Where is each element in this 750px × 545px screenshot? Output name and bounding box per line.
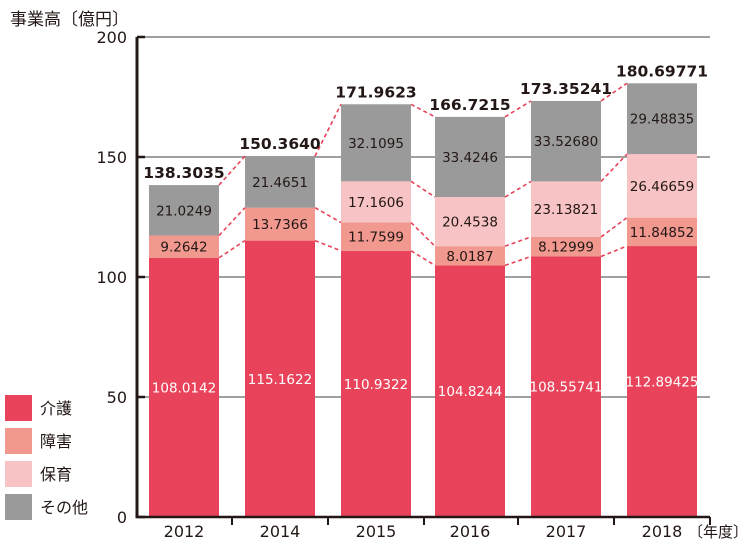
- connector-line: [504, 236, 532, 247]
- connector-line: [218, 207, 246, 237]
- connector-line: [600, 216, 628, 238]
- connector-line: [504, 100, 532, 118]
- legend-label: その他: [40, 498, 88, 517]
- bar-2016-障害: [435, 246, 505, 266]
- data-label: 115.1622: [248, 372, 312, 388]
- x-axis-title: 〔年度〕: [688, 523, 748, 541]
- data-label: 17.1606: [348, 195, 404, 211]
- total-label: 166.7215: [429, 96, 510, 114]
- connector-line: [314, 206, 342, 224]
- data-labels: 108.0142 9.2642 21.0249 138.3035 115.1622 13.…: [143, 62, 708, 400]
- connector-line: [410, 221, 436, 247]
- bar-2014-介護: [245, 240, 315, 517]
- bar-2017-その他: [531, 100, 601, 182]
- legend-label: 障害: [40, 432, 72, 451]
- connector-line: [314, 103, 342, 157]
- bar-2015-介護: [341, 250, 411, 517]
- data-label: 9.2642: [160, 240, 207, 256]
- x-tick-label: 2015: [356, 522, 397, 541]
- y-axis-title: 事業高〔億円〕: [10, 10, 129, 30]
- bar-2014-その他: [245, 156, 315, 208]
- x-tick-label: 2014: [260, 522, 301, 541]
- total-label: 173.35241: [520, 80, 612, 98]
- bar-2017-障害: [531, 236, 601, 257]
- data-label: 104.8244: [438, 384, 502, 400]
- connector-line: [600, 153, 628, 182]
- total-label: 180.69771: [616, 62, 708, 80]
- bar-2016-保育: [435, 197, 505, 247]
- bar-2017-介護: [531, 256, 601, 517]
- x-tick-label: 2018: [642, 522, 683, 541]
- data-label: 21.4651: [252, 175, 308, 191]
- data-label: 11.7599: [348, 230, 404, 246]
- legend-swatch-保育: [5, 461, 32, 487]
- connector-line: [410, 103, 436, 118]
- bars: [149, 83, 697, 517]
- data-label: 20.4538: [442, 215, 498, 231]
- bar-2018-障害: [627, 217, 697, 247]
- legend-swatch-障害: [5, 428, 32, 454]
- data-label: 33.52680: [534, 134, 598, 150]
- data-label: 110.9322: [344, 377, 408, 393]
- legend-label: 保育: [40, 465, 72, 484]
- connector-line: [504, 255, 532, 267]
- data-label: 13.7366: [252, 217, 308, 233]
- data-label: 112.89425: [625, 375, 698, 391]
- y-tick-label: 100: [96, 268, 127, 287]
- y-tick-label: 50: [107, 388, 127, 407]
- bar-2018-介護: [627, 246, 697, 517]
- legend-swatch-その他: [5, 494, 32, 520]
- connector-line: [410, 180, 436, 198]
- x-tick-label: 2016: [450, 522, 491, 541]
- connector-line: [504, 180, 532, 198]
- bar-2016-その他: [435, 116, 505, 198]
- data-label: 108.0142: [152, 380, 216, 396]
- connector-line: [600, 82, 628, 102]
- bar-2018-その他: [627, 83, 697, 155]
- bar-2017-保育: [531, 181, 601, 237]
- bar-2016-介護: [435, 265, 505, 517]
- data-label: 33.4246: [442, 150, 498, 166]
- data-label: 8.0187: [446, 249, 493, 265]
- data-label: 26.46659: [630, 179, 694, 195]
- bar-2015-その他: [341, 104, 411, 182]
- connectors: [218, 82, 628, 267]
- legend-label: 介護: [40, 399, 72, 418]
- data-label: 11.84852: [630, 225, 694, 241]
- total-label: 171.9623: [335, 83, 416, 101]
- connector-line: [314, 239, 342, 252]
- connector-line: [600, 245, 628, 258]
- data-label: 32.1095: [348, 136, 404, 152]
- connector-line: [218, 239, 246, 259]
- y-tick-label: 150: [96, 148, 127, 167]
- bar-2012-介護: [149, 257, 219, 517]
- data-label: 108.55741: [529, 380, 602, 396]
- data-label: 23.13821: [534, 202, 598, 218]
- bar-2014-障害: [245, 207, 315, 241]
- y-tick-label: 0: [117, 508, 127, 527]
- data-label: 8.12999: [538, 240, 594, 256]
- bar-2015-障害: [341, 222, 411, 251]
- axes: 0 50 100 150 200 2012 2014 2015 2016 2017 2018 事業高〔…: [10, 10, 748, 541]
- bar-2018-保育: [627, 154, 697, 218]
- x-tick-label: 2012: [164, 522, 205, 541]
- connector-line: [410, 250, 436, 267]
- total-label: 138.3035: [143, 164, 224, 182]
- legend-swatch-介護: [5, 395, 32, 421]
- bar-2012-障害: [149, 235, 219, 258]
- data-label: 29.48835: [630, 112, 694, 128]
- bar-2015-保育: [341, 181, 411, 223]
- y-tick-label: 200: [96, 28, 127, 47]
- data-label: 21.0249: [156, 203, 212, 219]
- bar-2012-その他: [149, 185, 219, 236]
- gridlines: [137, 36, 710, 398]
- x-tick-label: 2017: [546, 522, 587, 541]
- total-label: 150.3640: [239, 135, 321, 153]
